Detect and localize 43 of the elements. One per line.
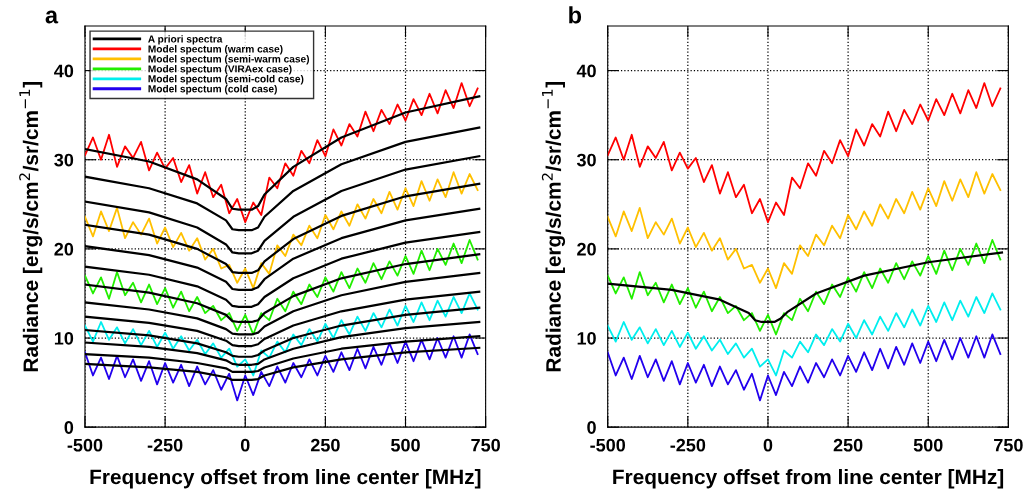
line-series	[607, 82, 1002, 224]
x-tick-label: -500	[67, 438, 103, 452]
line-series	[607, 333, 1002, 402]
y-axis-title: Radiance [erg/s/cm$^{2}$/sr/cm$^{−1}$]	[541, 82, 566, 372]
legend-label: Model spectum (semi-cold case)	[148, 74, 304, 85]
x-tick-label: 750	[471, 438, 500, 452]
x-tick-label: 500	[391, 438, 420, 452]
y-tick-label: 0	[64, 421, 74, 434]
line-series	[84, 239, 479, 336]
y-tick-label: 20	[54, 242, 74, 256]
legend-label: Model spectum (semi-warm case)	[148, 55, 310, 65]
x-tick-label: -500	[590, 438, 626, 452]
y-axis-title: Radiance [erg/s/cm$^{2}$/sr/cm$^{−1}$]	[19, 82, 43, 372]
legend-label: Model spectum (warm case)	[148, 45, 283, 55]
line-series	[84, 292, 479, 377]
x-axis-title: Frequency offset from line center [MHz]	[90, 469, 481, 489]
x-tick-label: 250	[833, 438, 863, 452]
chart-title: a	[45, 10, 59, 24]
y-tick-label: 40	[576, 64, 596, 78]
x-axis-title: Frequency offset from line center [MHz]	[613, 469, 1004, 489]
y-tick-label: 30	[576, 153, 596, 167]
line-series	[607, 239, 1002, 336]
x-tick-label: 750	[994, 438, 1023, 452]
line-series	[607, 171, 1002, 290]
legend-label: A priori spectra	[148, 35, 223, 45]
x-tick-label: 250	[310, 438, 340, 452]
y-tick-label: 10	[54, 331, 74, 345]
line-series	[84, 171, 479, 290]
line-series	[84, 333, 479, 402]
legend-label: Model spectum (cold case)	[148, 84, 277, 95]
legend-label: Model spectum (VIRAex case)	[148, 65, 292, 75]
y-tick-label: 20	[577, 242, 596, 256]
y-tick-label: 40	[54, 64, 74, 78]
y-tick-label: 30	[54, 153, 74, 167]
x-tick-label: 500	[913, 438, 943, 452]
y-tick-label: 10	[577, 331, 596, 345]
y-tick-label: 0	[587, 421, 596, 434]
x-tick-label: -250	[147, 438, 183, 452]
x-tick-label: 0	[240, 438, 250, 452]
x-tick-label: 0	[763, 438, 773, 452]
x-tick-label: -250	[670, 438, 706, 452]
chart-title: b	[569, 6, 582, 24]
line-series	[607, 292, 1002, 377]
